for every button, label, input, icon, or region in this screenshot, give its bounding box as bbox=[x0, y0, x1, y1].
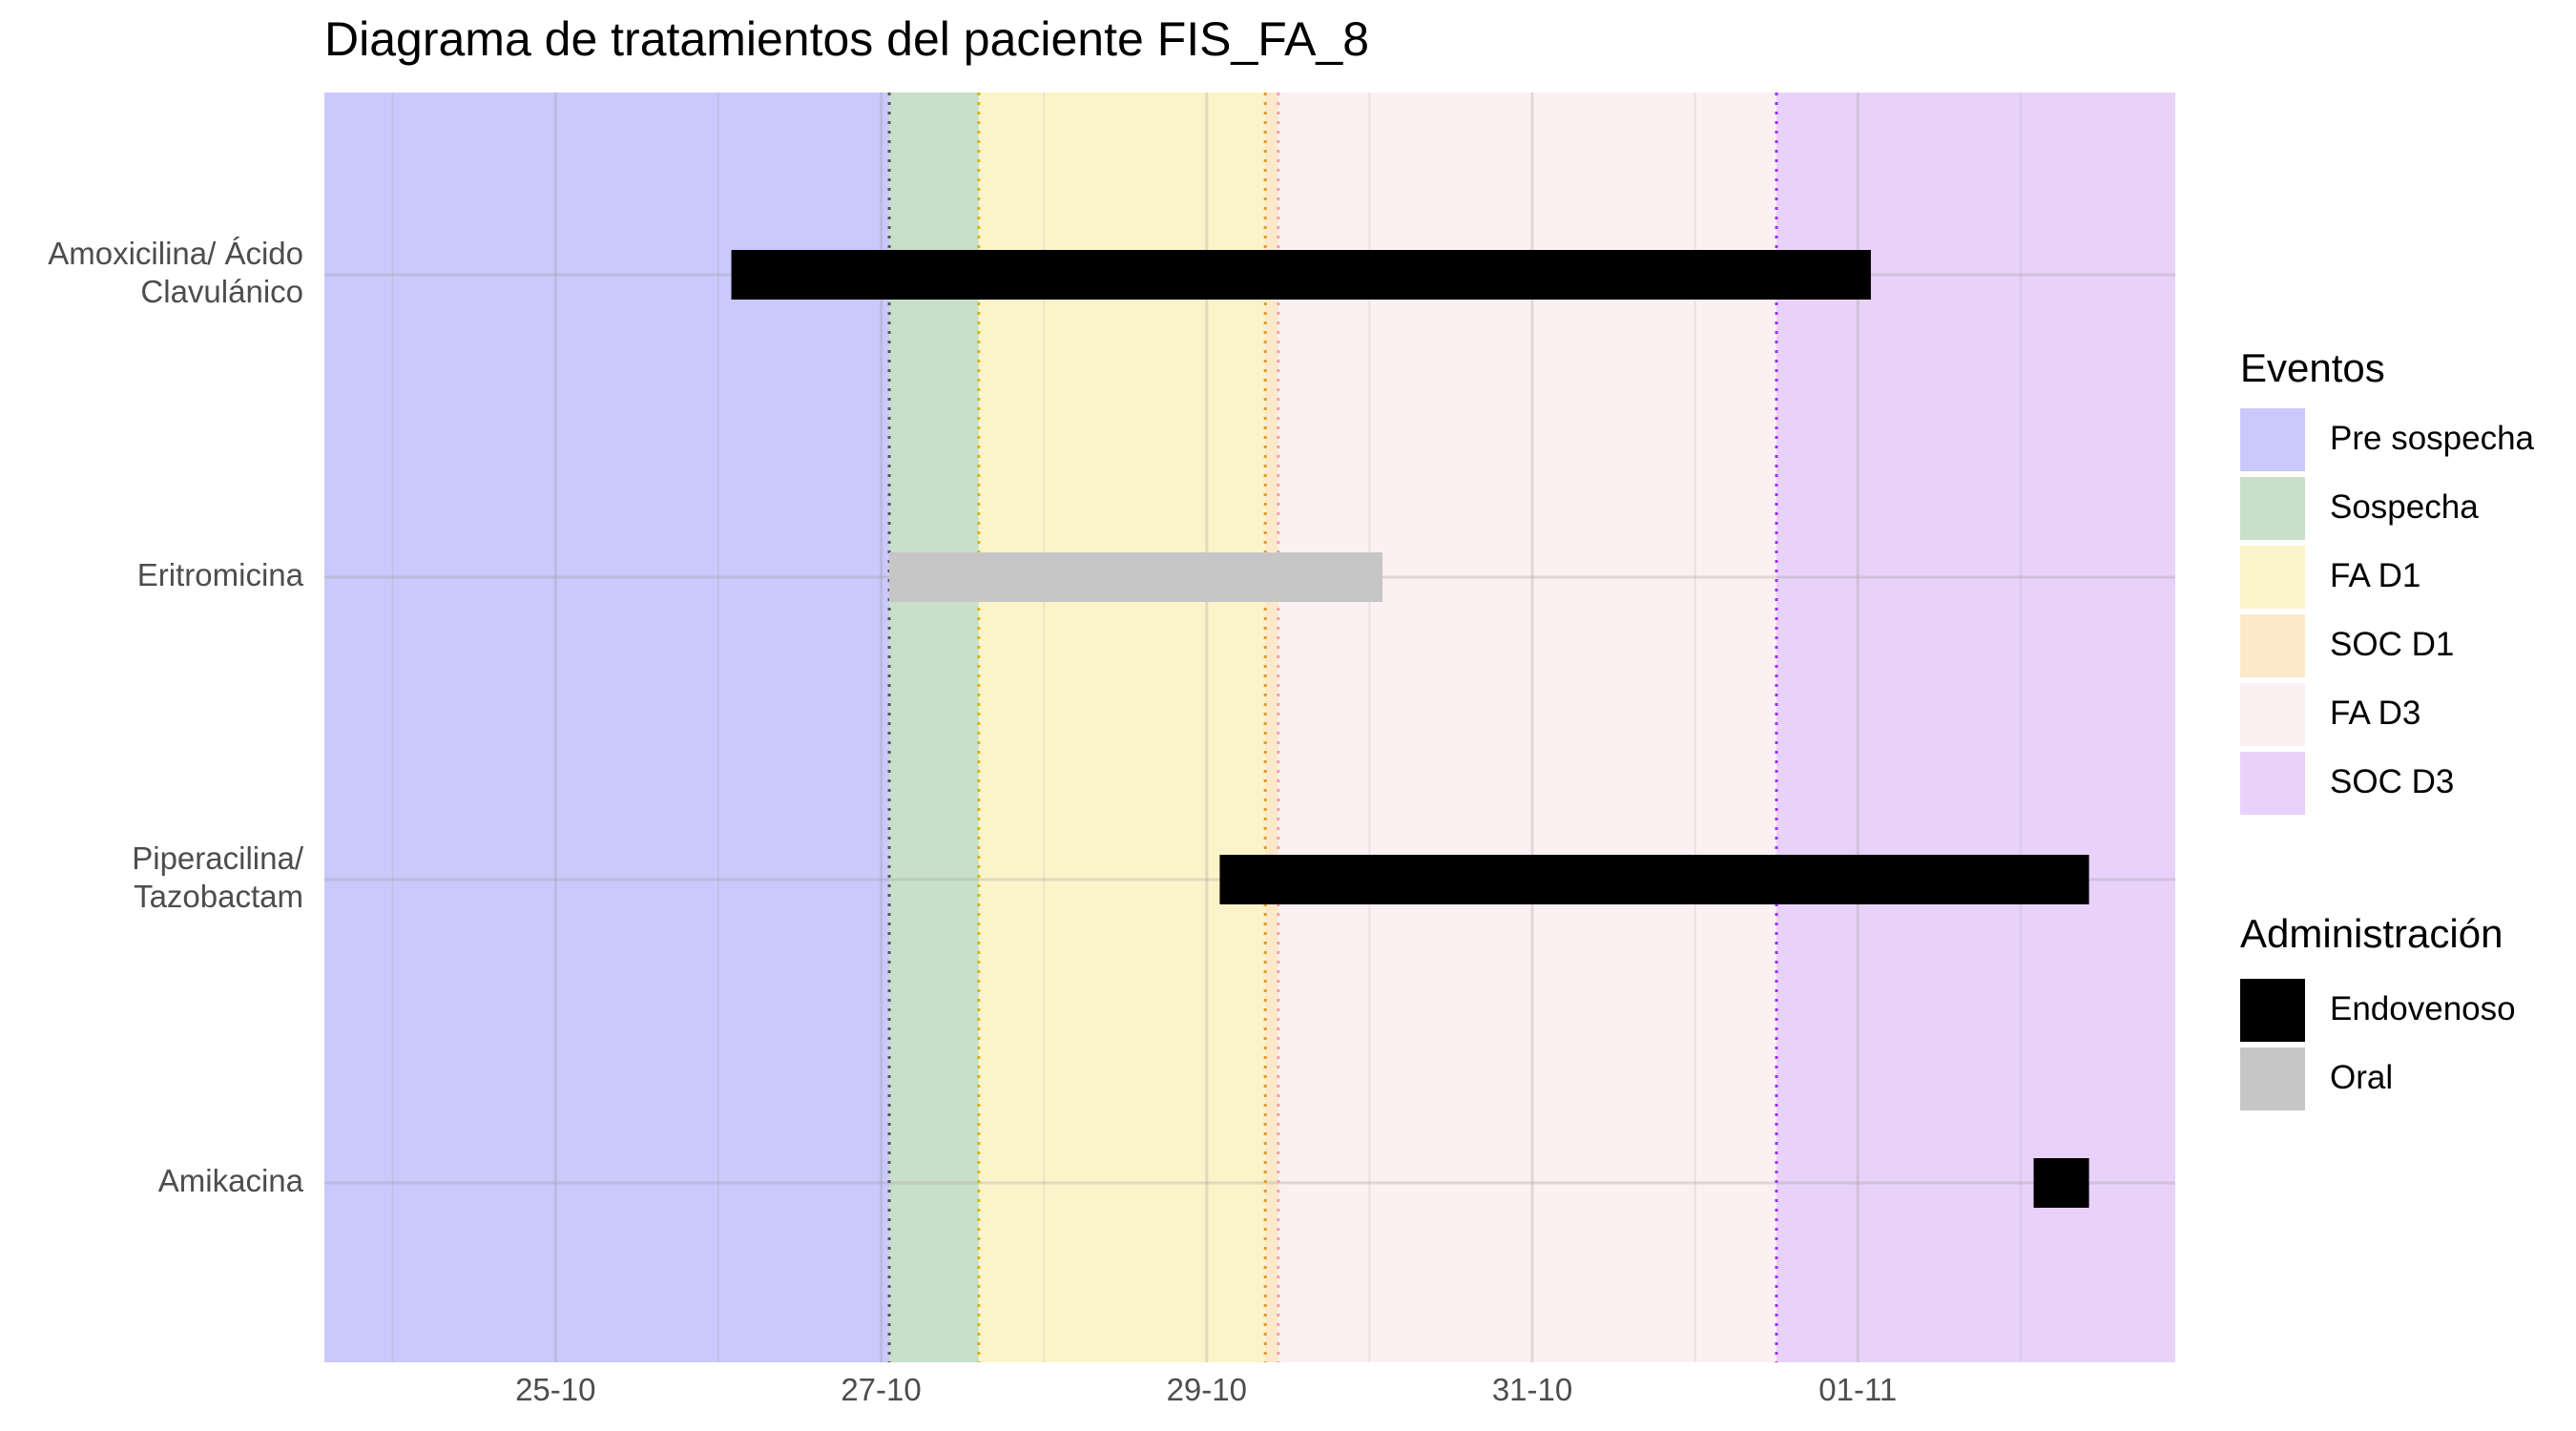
legend-item-label: SOC D1 bbox=[2330, 626, 2455, 663]
y-axis-label: Piperacilina/Tazobactam bbox=[132, 840, 303, 916]
y-axis-label-line: Amoxicilina/ Ácido bbox=[48, 236, 303, 271]
y-axis-label-line: Eritromicina bbox=[136, 557, 303, 592]
y-axis-label: Amoxicilina/ Ácido Clavulánico bbox=[48, 235, 303, 311]
x-axis-tick-label: 31-10 bbox=[1491, 1372, 1573, 1407]
legend-color-key bbox=[2240, 408, 2305, 471]
y-axis-label: Amikacina bbox=[158, 1162, 303, 1200]
x-axis-tick-label: 25-10 bbox=[515, 1372, 596, 1407]
legend-item-label: Pre sospecha bbox=[2330, 420, 2535, 457]
treatment-bar bbox=[1219, 855, 2089, 904]
event-period-band bbox=[889, 93, 979, 1362]
legend-color-key bbox=[2240, 683, 2305, 746]
y-axis-label-line: Amikacina bbox=[157, 1163, 303, 1198]
y-axis-label: Eritromicina bbox=[137, 556, 303, 594]
event-period-band bbox=[1265, 93, 1278, 1362]
legend-color-key bbox=[2240, 752, 2305, 815]
treatment-bar bbox=[731, 250, 1871, 300]
treatment-bar bbox=[889, 552, 1383, 602]
chart-title: Diagrama de tratamientos del paciente FI… bbox=[324, 12, 1370, 66]
y-axis-label-line: Piperacilina/ bbox=[132, 840, 303, 876]
legend-color-key bbox=[2240, 546, 2305, 609]
legend-color-key bbox=[2240, 1047, 2305, 1110]
event-period-band bbox=[1278, 93, 1776, 1362]
legend-item-label: Endovenoso bbox=[2330, 990, 2516, 1027]
event-period-band bbox=[324, 93, 890, 1362]
legend-item-label: Oral bbox=[2330, 1059, 2394, 1096]
legend-item-label: FA D3 bbox=[2330, 695, 2421, 732]
legend-color-key bbox=[2240, 979, 2305, 1042]
legend-color-key bbox=[2240, 614, 2305, 677]
x-axis-tick-label: 27-10 bbox=[841, 1372, 922, 1407]
event-period-band bbox=[978, 93, 1266, 1362]
legend-color-key bbox=[2240, 477, 2305, 540]
y-axis-label-line: Tazobactam bbox=[134, 879, 303, 914]
legend-title: Administración bbox=[2240, 911, 2503, 956]
x-axis-tick-label: 01-11 bbox=[1818, 1372, 1898, 1407]
legend-title: Eventos bbox=[2240, 345, 2385, 390]
y-axis-label-line: Clavulánico bbox=[140, 274, 303, 309]
event-period-band bbox=[1776, 93, 2175, 1362]
legend-item-label: FA D1 bbox=[2330, 557, 2421, 594]
x-axis-tick-label: 29-10 bbox=[1166, 1372, 1247, 1407]
legend-item-label: Sospecha bbox=[2330, 488, 2479, 526]
legend-item-label: SOC D3 bbox=[2330, 763, 2455, 800]
treatment-bar bbox=[2033, 1158, 2089, 1208]
